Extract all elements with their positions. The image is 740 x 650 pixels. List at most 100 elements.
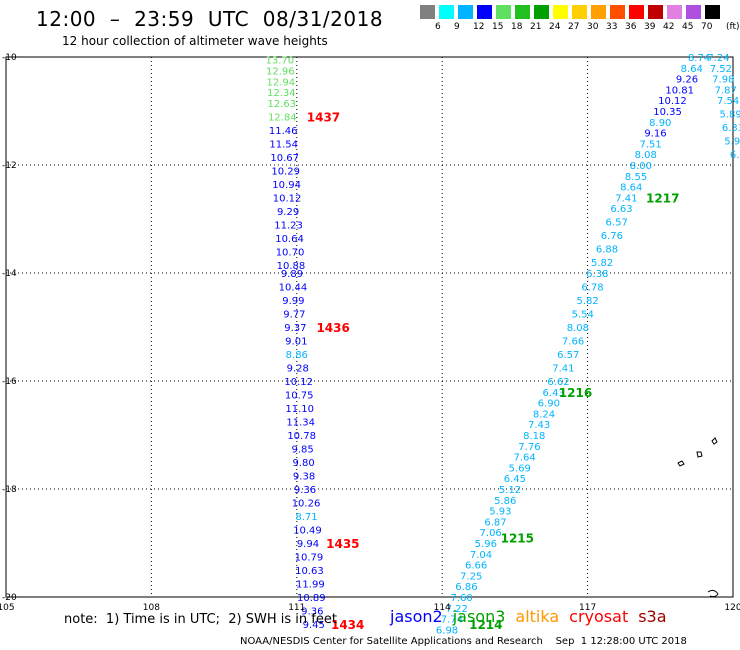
wave-height-label: 6.57 xyxy=(557,350,579,361)
legend-entry: cryosat xyxy=(569,607,629,626)
wave-height-label: 5.92 xyxy=(724,137,740,148)
land-layer xyxy=(677,437,719,598)
wave-height-label: 8.18 xyxy=(523,431,545,442)
wave-height-label: 9.01 xyxy=(285,337,307,348)
y-tick-label: -20 xyxy=(2,593,17,603)
y-tick-label: -18 xyxy=(2,485,17,495)
wave-height-label: 11.54 xyxy=(269,139,298,150)
color-scale-legend: (ft) 6 9 12 15 18 21 24 27 30 33 36 39 42 45 70 xyxy=(420,5,740,35)
color-scale-swatch xyxy=(667,5,682,19)
wave-height-label: 9.99 xyxy=(282,296,304,307)
wave-height-label: 10.63 xyxy=(295,566,324,577)
coastline-shape xyxy=(707,589,719,598)
wave-height-label: 6.87 xyxy=(484,517,506,528)
legend-entry: altika xyxy=(515,607,560,626)
color-scale-label: 45 xyxy=(682,22,694,32)
wave-height-label: 7.66 xyxy=(562,337,584,348)
wave-height-label: 7.41 xyxy=(615,193,637,204)
legend-entry: jason2 xyxy=(390,607,443,626)
wave-height-label: 7.52 xyxy=(710,64,732,75)
wave-height-label: 10.12 xyxy=(284,377,313,388)
chart-title: 12:00 – 23:59 UTC 08/31/2018 xyxy=(36,7,384,31)
wave-height-label: 6.90 xyxy=(538,399,560,410)
time-label: 1215 xyxy=(501,532,534,546)
wave-height-label: 5.93 xyxy=(489,507,511,518)
wave-height-label: 9.37 xyxy=(284,323,306,334)
wave-height-label: 5.12 xyxy=(499,485,521,496)
wave-height-label: 9.80 xyxy=(292,458,314,469)
wave-height-label: 12.34 xyxy=(267,88,296,99)
wave-height-label: 7.87 xyxy=(715,85,737,96)
wave-height-label: 6.63 xyxy=(610,204,632,215)
wave-height-label: 6.38 xyxy=(586,269,608,280)
y-tick-label: -16 xyxy=(2,377,17,387)
plot-frame xyxy=(5,56,734,598)
wave-height-label: 10.12 xyxy=(658,96,687,107)
time-label: 1214 xyxy=(469,618,502,632)
wave-height-label: 9.29 xyxy=(277,207,299,218)
time-label: 1216 xyxy=(559,386,592,400)
wave-height-label: 6.43 xyxy=(543,388,565,399)
wave-height-label: 6.66 xyxy=(465,561,487,572)
wave-height-label: 8.74 xyxy=(688,53,710,64)
color-scale-label: 27 xyxy=(568,22,580,32)
color-scale-swatch xyxy=(496,5,511,19)
wave-height-label: 9.26 xyxy=(676,75,698,86)
x-tick-label: 111 xyxy=(288,603,305,613)
color-scale-swatch xyxy=(648,5,663,19)
wave-height-label: 8.64 xyxy=(620,183,642,194)
wave-height-label: 7.22 xyxy=(446,604,468,615)
x-tick-label: 120 xyxy=(724,603,740,613)
wave-height-label: 5.96 xyxy=(475,539,497,550)
footnote: note: 1) Time is in UTC; 2) SWH is in fe… xyxy=(64,612,337,627)
wave-height-label: 5.89 xyxy=(719,110,740,121)
wave-height-label: 10.94 xyxy=(272,180,301,191)
wave-height-label: 9.94 xyxy=(297,539,319,550)
color-scale-label: 30 xyxy=(587,22,599,32)
wave-height-label: 7.64 xyxy=(513,453,535,464)
wave-height-label: 9.36 xyxy=(294,485,316,496)
wave-height-label: 7.25 xyxy=(460,571,482,582)
x-tick-label: 108 xyxy=(143,603,160,613)
wave-height-label: 10.35 xyxy=(653,107,682,118)
wave-height-label: 7.24 xyxy=(707,53,729,64)
wave-height-label: 11.34 xyxy=(286,418,315,429)
island-shape xyxy=(677,460,685,467)
wave-height-label: 11.99 xyxy=(296,580,325,591)
time-label: 1435 xyxy=(326,537,359,551)
color-scale-label: 15 xyxy=(492,22,504,32)
time-label: 1436 xyxy=(316,321,349,335)
wave-height-label: 8.08 xyxy=(567,323,589,334)
wave-height-label: 10.44 xyxy=(279,283,308,294)
wave-height-label: 10.81 xyxy=(665,85,694,96)
y-tick-label: -10 xyxy=(2,53,17,63)
color-scale-swatch xyxy=(439,5,454,19)
color-scale-swatch xyxy=(553,5,568,19)
color-scale-swatch xyxy=(610,5,625,19)
color-scale-label: 21 xyxy=(530,22,542,32)
wave-height-label: 6.78 xyxy=(581,283,603,294)
wave-height-label: 9.77 xyxy=(283,310,305,321)
wave-height-label: 5.86 xyxy=(494,496,516,507)
wave-height-label: 7.51 xyxy=(639,139,661,150)
wave-height-label: 10.29 xyxy=(271,166,300,177)
wave-height-label: 10.78 xyxy=(287,431,316,442)
wave-height-label: 10.88 xyxy=(277,261,306,272)
axis-layer: 105 108 111 114 117 120 -10 -12 -14 -16 -18 -20 xyxy=(0,53,740,613)
color-scale-swatch xyxy=(420,5,435,19)
island-shape xyxy=(696,451,703,458)
wave-height-label: 8.71 xyxy=(295,512,317,523)
wave-height-label: 6.4 xyxy=(730,150,740,161)
time-label: 1434 xyxy=(331,618,364,632)
wave-height-label: 8.08 xyxy=(635,150,657,161)
legend-entry: s3a xyxy=(638,607,667,626)
color-scale-label: 18 xyxy=(511,22,523,32)
wave-height-label: 10.70 xyxy=(276,247,305,258)
color-scale-swatch xyxy=(705,5,720,19)
wave-height-label: 7.43 xyxy=(528,420,550,431)
wave-height-label: 9.89 xyxy=(281,269,303,280)
wave-height-label: 8.24 xyxy=(533,409,555,420)
wave-height-label: 10.89 xyxy=(297,593,326,604)
color-scale-label: 39 xyxy=(644,22,656,32)
